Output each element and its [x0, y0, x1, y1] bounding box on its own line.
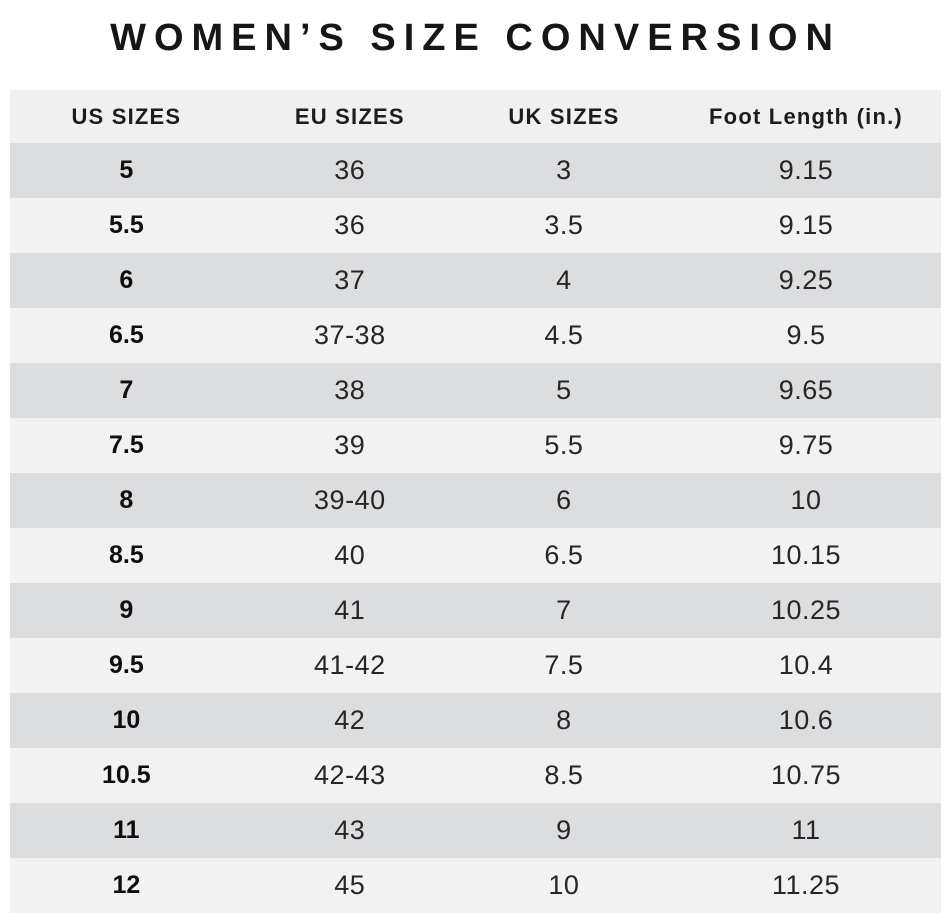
eu-size-cell: 41-42 [314, 650, 386, 680]
us-size-cell: 5 [119, 156, 134, 184]
table-row: 8.5 40 6.5 10.15 [10, 528, 941, 583]
table-row: 9 41 7 10.25 [10, 583, 941, 638]
column-header-uk-sizes: UK SIZES [456, 90, 671, 143]
eu-size-cell: 42-43 [314, 760, 386, 790]
uk-size-cell: 6.5 [544, 540, 584, 570]
table-row: 8 39-40 6 10 [10, 473, 941, 528]
table-row: 10 42 8 10.6 [10, 693, 941, 748]
page-title: WOMEN’S SIZE CONVERSION [110, 17, 841, 59]
us-size-cell: 7.5 [108, 431, 144, 459]
table-header: US SIZES EU SIZES UK SIZES Foot Length (… [10, 90, 941, 143]
eu-size-cell: 39 [334, 430, 366, 460]
uk-size-cell: 3.5 [544, 210, 584, 240]
us-size-cell: 12 [112, 871, 141, 899]
eu-size-cell: 37-38 [314, 320, 386, 350]
uk-size-cell: 4 [556, 265, 572, 295]
us-size-cell: 6.5 [108, 321, 144, 349]
us-size-cell: 8.5 [108, 541, 144, 569]
column-header-us-sizes: US SIZES [10, 90, 243, 143]
size-conversion-table: US SIZES EU SIZES UK SIZES Foot Length (… [10, 90, 941, 913]
us-size-cell: 6 [119, 266, 134, 294]
foot-length-cell: 9.5 [786, 320, 826, 350]
uk-size-cell: 3 [556, 155, 572, 185]
table-row: 5 36 3 9.15 [10, 143, 941, 198]
table-body: 5 36 3 9.15 5.5 36 3.5 9.15 6 37 4 9.25 … [10, 143, 941, 913]
us-size-cell: 10 [112, 706, 141, 734]
uk-size-cell: 9 [556, 815, 572, 845]
foot-length-cell: 10 [790, 485, 822, 515]
foot-length-cell: 9.25 [778, 265, 834, 295]
us-size-cell: 10.5 [102, 761, 151, 789]
us-size-cell: 9.5 [108, 651, 144, 679]
us-size-cell: 8 [119, 486, 134, 514]
table-row: 10.5 42-43 8.5 10.75 [10, 748, 941, 803]
table-row: 7.5 39 5.5 9.75 [10, 418, 941, 473]
foot-length-cell: 10.15 [770, 540, 842, 570]
foot-length-cell: 10.4 [778, 650, 834, 680]
us-size-cell: 9 [119, 596, 134, 624]
foot-length-cell: 10.75 [770, 760, 842, 790]
foot-length-cell: 9.75 [778, 430, 834, 460]
uk-size-cell: 8.5 [544, 760, 584, 790]
foot-length-cell: 9.65 [778, 375, 834, 405]
eu-size-cell: 43 [334, 815, 366, 845]
uk-size-cell: 5 [556, 375, 572, 405]
foot-length-cell: 9.15 [778, 155, 834, 185]
us-size-cell: 11 [113, 816, 140, 844]
table-row: 7 38 5 9.65 [10, 363, 941, 418]
foot-length-cell: 9.15 [778, 210, 834, 240]
eu-size-cell: 42 [334, 705, 366, 735]
us-size-cell: 5.5 [108, 211, 144, 239]
us-size-cell: 7 [119, 376, 134, 404]
foot-length-cell: 11 [791, 815, 821, 845]
column-header-eu-sizes: EU SIZES [242, 90, 457, 143]
foot-length-cell: 11.25 [771, 870, 841, 900]
table-row: 9.5 41-42 7.5 10.4 [10, 638, 941, 693]
uk-size-cell: 4.5 [544, 320, 584, 350]
table-row: 6 37 4 9.25 [10, 253, 941, 308]
eu-size-cell: 40 [334, 540, 366, 570]
uk-size-cell: 5.5 [544, 430, 584, 460]
eu-size-cell: 37 [334, 265, 366, 295]
uk-size-cell: 7.5 [544, 650, 584, 680]
uk-size-cell: 8 [556, 705, 572, 735]
column-header-foot-length: Foot Length (in.) [671, 90, 941, 143]
eu-size-cell: 36 [334, 155, 366, 185]
table-row: 12 45 10 11.25 [10, 858, 941, 913]
uk-size-cell: 6 [556, 485, 572, 515]
eu-size-cell: 39-40 [314, 485, 386, 515]
header-row: US SIZES EU SIZES UK SIZES Foot Length (… [10, 90, 941, 143]
foot-length-cell: 10.6 [778, 705, 834, 735]
table-row: 11 43 9 11 [10, 803, 941, 858]
eu-size-cell: 41 [334, 595, 366, 625]
table-row: 5.5 36 3.5 9.15 [10, 198, 941, 253]
foot-length-cell: 10.25 [770, 595, 842, 625]
eu-size-cell: 38 [334, 375, 366, 405]
eu-size-cell: 45 [334, 870, 366, 900]
size-conversion-page: WOMEN’S SIZE CONVERSION US SIZES EU SIZE… [0, 15, 951, 917]
uk-size-cell: 7 [556, 595, 572, 625]
table-row: 6.5 37-38 4.5 9.5 [10, 308, 941, 363]
eu-size-cell: 36 [334, 210, 366, 240]
uk-size-cell: 10 [548, 870, 580, 900]
